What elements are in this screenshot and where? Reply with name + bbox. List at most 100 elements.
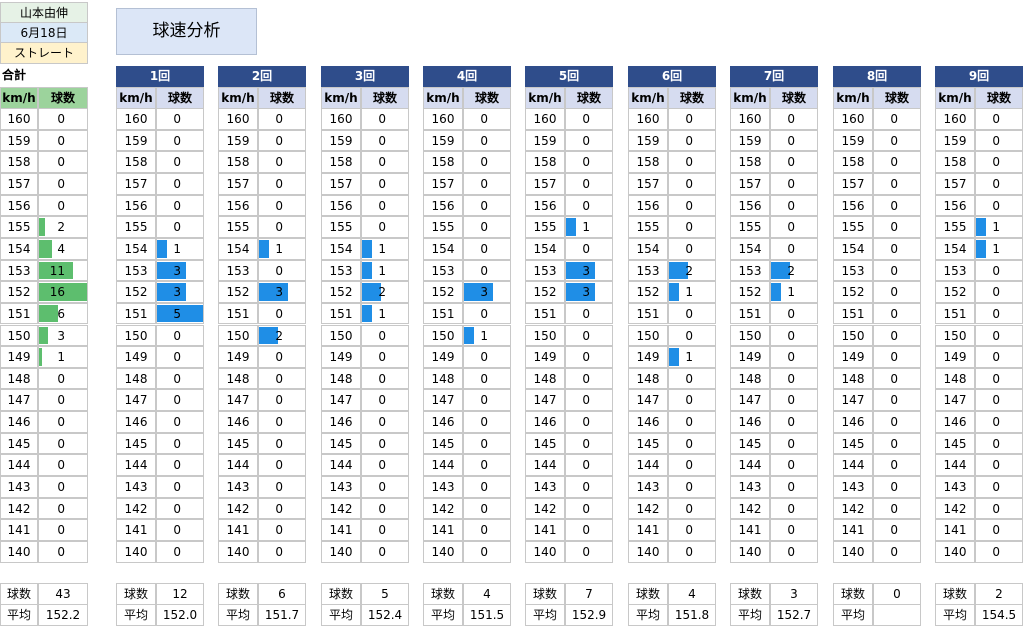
speed-cell: 145 <box>321 432 361 455</box>
speed-row: 159 0 <box>218 129 306 152</box>
speed-cell: 158 <box>833 151 873 173</box>
count-value: 2 <box>378 285 386 300</box>
speed-cell: 155 <box>935 216 975 238</box>
count-value: 0 <box>582 350 590 365</box>
speed-row: 153 3 <box>116 259 204 282</box>
pitch-count-row: 球数 4 <box>423 583 511 605</box>
count-cell: 0 <box>463 411 511 433</box>
column-header-row: km/h 球数 <box>525 87 613 109</box>
count-value: 0 <box>173 155 181 170</box>
count-value: 0 <box>685 241 693 256</box>
average-speed-value: 152.0 <box>156 604 204 626</box>
speed-cell: 151 <box>321 302 361 325</box>
speed-row: 154 0 <box>525 237 613 260</box>
speed-cell: 144 <box>935 454 975 477</box>
speed-row: 156 0 <box>833 194 921 217</box>
speed-cell: 141 <box>833 519 873 541</box>
count-cell: 0 <box>565 476 613 498</box>
speed-row: 156 0 <box>935 194 1023 217</box>
count-cell: 0 <box>873 519 921 541</box>
count-value: 0 <box>173 415 181 430</box>
count-value: 0 <box>378 458 386 473</box>
pitch-count-value: 43 <box>38 583 88 605</box>
count-cell: 1 <box>361 259 409 282</box>
speed-row: 148 0 <box>730 367 818 390</box>
count-value: 0 <box>992 393 1000 408</box>
speed-cell: 157 <box>833 172 873 195</box>
count-column-header: 球数 <box>668 87 716 109</box>
speed-row: 152 0 <box>935 281 1023 303</box>
speed-cell: 155 <box>0 216 38 238</box>
count-cell: 0 <box>565 411 613 433</box>
speed-row: 144 0 <box>833 454 921 477</box>
count-value: 0 <box>992 523 1000 538</box>
count-value: 0 <box>890 545 898 559</box>
speed-row: 158 0 <box>116 151 204 173</box>
speed-row: 147 0 <box>0 389 88 412</box>
speed-row: 151 6 <box>0 302 88 325</box>
count-cell: 0 <box>258 194 306 217</box>
count-cell: 0 <box>565 541 613 563</box>
count-cell: 0 <box>463 259 511 282</box>
speed-row: 153 1 <box>321 259 409 282</box>
speed-cell: 143 <box>730 476 770 498</box>
count-value: 0 <box>173 480 181 495</box>
count-bar <box>669 261 689 280</box>
count-value: 0 <box>787 241 795 256</box>
speed-cell: 141 <box>628 519 668 541</box>
speed-cell: 140 <box>321 541 361 563</box>
inning-header: 8回 <box>833 66 921 87</box>
count-cell: 0 <box>258 519 306 541</box>
count-cell: 0 <box>873 281 921 303</box>
count-cell: 0 <box>38 389 88 412</box>
count-cell: 1 <box>668 281 716 303</box>
count-value: 0 <box>890 133 898 148</box>
count-value: 0 <box>890 523 898 538</box>
count-cell: 0 <box>565 497 613 520</box>
count-cell: 0 <box>156 476 204 498</box>
count-cell: 0 <box>463 172 511 195</box>
speed-cell: 159 <box>628 129 668 152</box>
count-value: 0 <box>173 198 181 213</box>
count-cell: 0 <box>668 367 716 390</box>
count-value: 0 <box>992 112 1000 126</box>
count-value: 3 <box>173 285 181 300</box>
count-value: 1 <box>992 241 1000 256</box>
speed-row: 155 0 <box>321 216 409 238</box>
speed-row: 145 0 <box>525 432 613 455</box>
speed-cell: 141 <box>116 519 156 541</box>
speed-cell: 153 <box>935 259 975 282</box>
speed-cell: 143 <box>833 476 873 498</box>
pitch-count-value: 12 <box>156 583 204 605</box>
count-value: 0 <box>685 458 693 473</box>
count-cell: 0 <box>565 389 613 412</box>
speed-column-header: km/h <box>525 87 565 109</box>
speed-cell: 159 <box>525 129 565 152</box>
speed-cell: 152 <box>628 281 668 303</box>
count-cell: 0 <box>361 389 409 412</box>
count-cell: 0 <box>668 194 716 217</box>
count-value: 3 <box>582 285 590 300</box>
count-cell: 0 <box>975 411 1023 433</box>
count-value: 0 <box>787 220 795 235</box>
count-value: 3 <box>582 263 590 278</box>
count-cell: 0 <box>770 497 818 520</box>
count-cell: 0 <box>770 172 818 195</box>
count-cell: 1 <box>975 216 1023 238</box>
count-value: 1 <box>378 241 386 256</box>
count-value: 0 <box>275 458 283 473</box>
count-cell: 0 <box>565 346 613 368</box>
count-value: 0 <box>890 306 898 321</box>
count-cell: 0 <box>565 432 613 455</box>
count-value: 0 <box>378 480 386 495</box>
speed-cell: 158 <box>116 151 156 173</box>
speed-cell: 149 <box>0 346 38 368</box>
count-value: 0 <box>57 480 65 495</box>
count-cell: 0 <box>975 281 1023 303</box>
count-cell: 0 <box>975 108 1023 130</box>
count-value: 0 <box>480 545 488 559</box>
count-value: 2 <box>57 220 65 235</box>
count-cell: 0 <box>156 389 204 412</box>
count-cell: 0 <box>463 129 511 152</box>
speed-cell: 155 <box>321 216 361 238</box>
